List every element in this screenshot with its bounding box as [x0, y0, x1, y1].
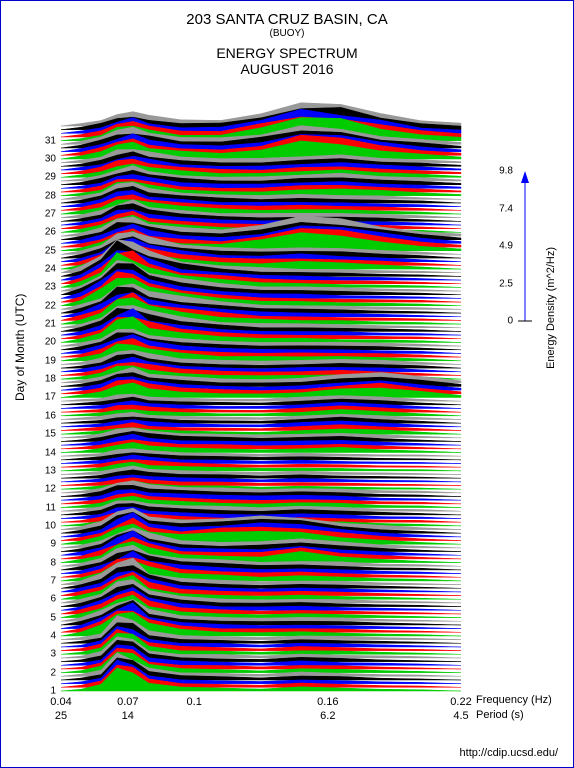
y-tick-label: 2: [31, 667, 56, 678]
y-tick-label: 28: [31, 190, 56, 201]
y-tick-label: 6: [31, 594, 56, 605]
legend-tick: 4.9: [483, 241, 513, 252]
station-type: (BUOY): [1, 28, 573, 39]
y-tick-label: 29: [31, 172, 56, 183]
y-tick-label: 14: [31, 447, 56, 458]
y-tick-label: 31: [31, 135, 56, 146]
legend-tick: 7.4: [483, 203, 513, 214]
station-title: 203 SANTA CRUZ BASIN, CA: [1, 11, 573, 28]
y-tick-label: 16: [31, 410, 56, 421]
freq-tick: 0.07: [117, 696, 138, 708]
chart-title: ENERGY SPECTRUM: [1, 45, 573, 61]
legend-arrow-head: [521, 171, 529, 183]
period-tick: 14: [122, 710, 134, 722]
legend-tick: 0: [483, 316, 513, 327]
y-tick-label: 9: [31, 539, 56, 550]
y-tick-label: 21: [31, 319, 56, 330]
freq-tick: 0.22: [450, 696, 471, 708]
y-tick-label: 23: [31, 282, 56, 293]
y-tick-label: 15: [31, 429, 56, 440]
y-tick-label: 13: [31, 465, 56, 476]
source-url: http://cdip.ucsd.edu/: [460, 747, 558, 759]
y-tick-label: 19: [31, 355, 56, 366]
y-tick-label: 5: [31, 612, 56, 623]
legend-tick: 9.8: [483, 166, 513, 177]
y-tick-label: 17: [31, 392, 56, 403]
ridgeline-chart: [61, 116, 461, 691]
legend-axis-label: Energy Density (m^2/Hz): [545, 247, 557, 369]
y-tick-label: 1: [31, 686, 56, 697]
y-tick-label: 11: [31, 502, 56, 513]
freq-tick: 0.1: [187, 696, 202, 708]
y-axis-label: Day of Month (UTC): [13, 294, 27, 401]
period-tick: 6.2: [320, 710, 335, 722]
y-tick-label: 22: [31, 300, 56, 311]
period-tick: 4.5: [453, 710, 468, 722]
y-tick-label: 27: [31, 209, 56, 220]
legend-tick: 2.5: [483, 278, 513, 289]
freq-tick: 0.04: [50, 696, 71, 708]
y-tick-label: 24: [31, 264, 56, 275]
y-tick-label: 7: [31, 575, 56, 586]
freq-axis-label: Frequency (Hz): [476, 694, 552, 706]
y-tick-label: 8: [31, 557, 56, 568]
y-tick-label: 20: [31, 337, 56, 348]
spectrum-trace: [61, 116, 461, 691]
y-tick-label: 4: [31, 630, 56, 641]
y-tick-label: 30: [31, 154, 56, 165]
y-tick-label: 18: [31, 374, 56, 385]
freq-tick: 0.16: [317, 696, 338, 708]
period-tick: 25: [55, 710, 67, 722]
period-axis-label: Period (s): [476, 709, 524, 721]
y-tick-label: 10: [31, 520, 56, 531]
chart-frame: 203 SANTA CRUZ BASIN, CA (BUOY) ENERGY S…: [0, 0, 574, 768]
chart-date: AUGUST 2016: [1, 61, 573, 77]
y-tick-label: 12: [31, 484, 56, 495]
y-tick-label: 3: [31, 649, 56, 660]
y-tick-label: 25: [31, 245, 56, 256]
chart-titles: 203 SANTA CRUZ BASIN, CA (BUOY) ENERGY S…: [1, 1, 573, 77]
y-tick-label: 26: [31, 227, 56, 238]
